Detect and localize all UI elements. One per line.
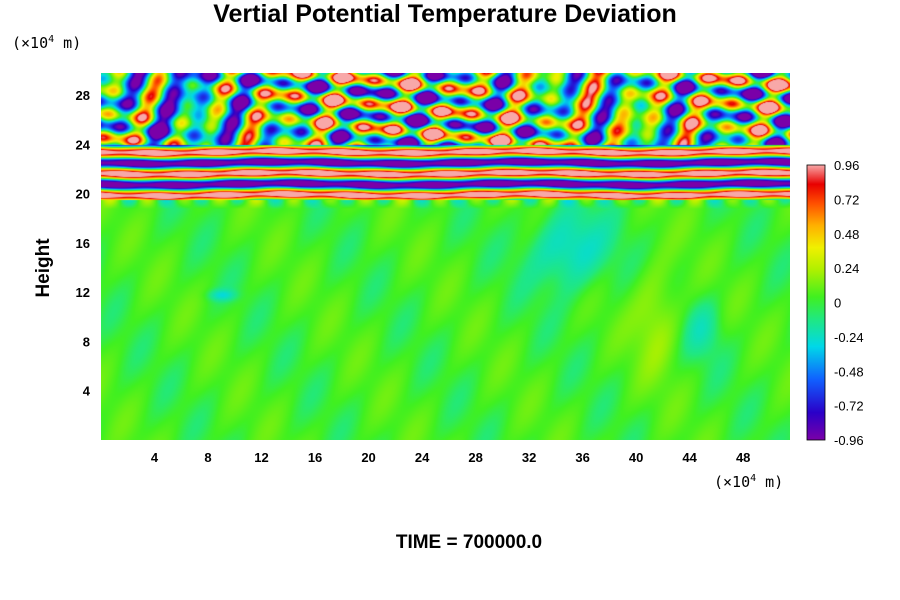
y-tick-label: 20 [76, 187, 90, 202]
colorbar-label: 0.48 [834, 227, 859, 242]
y-tick-label: 4 [83, 384, 91, 399]
y-unit-suffix: m) [54, 34, 82, 52]
x-tick-label: 16 [308, 450, 322, 465]
x-tick-label: 48 [736, 450, 750, 465]
colorbar-label: 0.96 [834, 158, 859, 173]
heatmap-field [101, 73, 790, 440]
colorbar [806, 164, 826, 441]
y-tick-label: 24 [76, 137, 91, 152]
colorbar-labels: 0.96 0.72 0.48 0.24 0 -0.24 -0.48 -0.72 -0.96 [834, 158, 864, 448]
y-tick-label: 12 [76, 285, 90, 300]
colorbar-label: 0 [834, 296, 841, 311]
x-tick-label: 20 [361, 450, 375, 465]
colorbar-label: 0.72 [834, 192, 859, 207]
x-tick-label: 12 [254, 450, 268, 465]
x-tick-label: 28 [468, 450, 482, 465]
colorbar-label: -0.48 [834, 364, 864, 379]
x-tick-label: 32 [522, 450, 536, 465]
y-tick-labels: 4 8 12 16 20 24 28 [76, 88, 91, 399]
time-footer: TIME = 700000.0 [395, 532, 543, 553]
y-unit-prefix: (×10 [12, 34, 49, 52]
x-unit-prefix: (×10 [714, 473, 751, 491]
x-tick-label: 40 [629, 450, 643, 465]
x-tick-label: 4 [151, 450, 159, 465]
colorbar-label: -0.72 [834, 399, 864, 414]
y-tick-label: 16 [76, 236, 90, 251]
colorbar-label: 0.24 [834, 261, 859, 276]
y-axis-unit: (×104 m) [12, 34, 81, 52]
colorbar-label: -0.24 [834, 330, 864, 345]
y-tick-label: 8 [83, 334, 90, 349]
y-tick-label: 28 [76, 88, 90, 103]
x-unit-exponent: 4 [750, 473, 757, 484]
x-tick-label: 36 [575, 450, 589, 465]
x-tick-label: 8 [204, 450, 211, 465]
x-unit-suffix: m) [756, 473, 784, 491]
x-tick-label: 44 [682, 450, 697, 465]
colorbar-label: -0.96 [834, 433, 864, 448]
x-axis-unit: (×104 m) [714, 473, 783, 491]
x-tick-label: 24 [415, 450, 430, 465]
chart-title: Vertial Potential Temperature Deviation [213, 0, 677, 28]
y-unit-exponent: 4 [48, 34, 55, 45]
x-tick-labels: 4 8 12 16 20 24 28 32 36 40 44 48 [151, 450, 751, 465]
